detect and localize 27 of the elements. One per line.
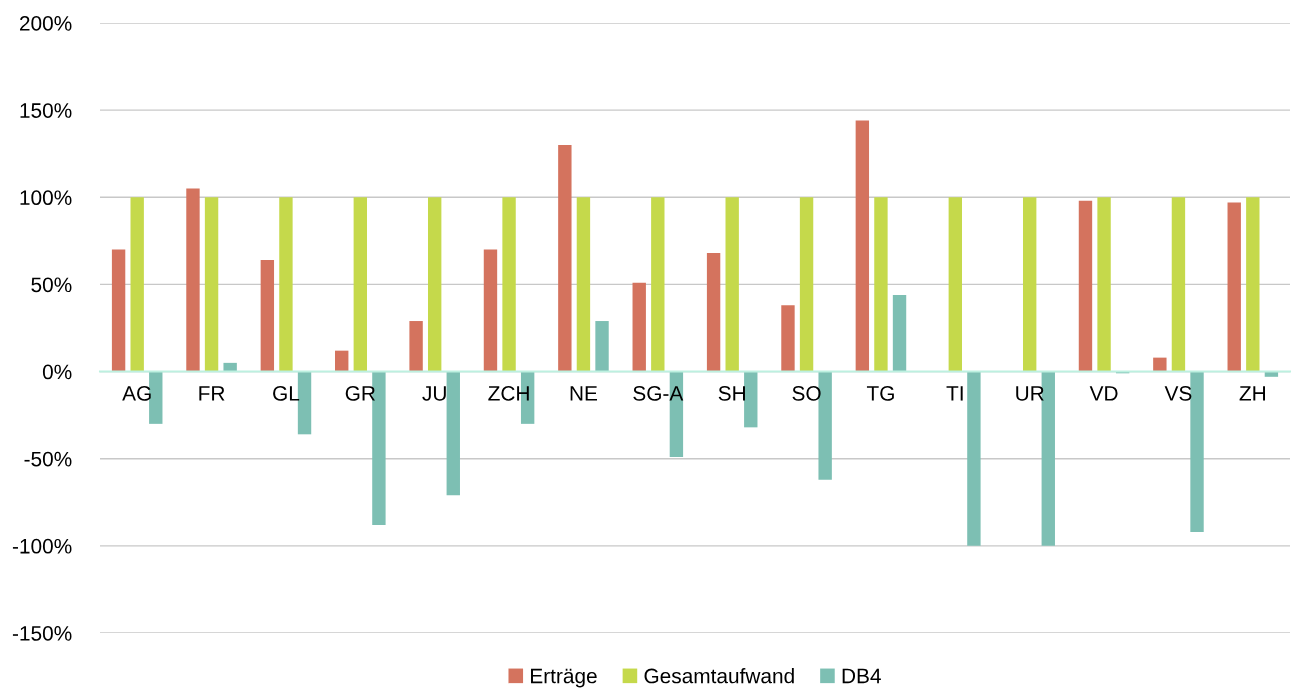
y-tick-label: 200% [19,16,72,31]
y-tick-label: -50% [24,451,72,467]
x-tick-label: GR [345,386,375,401]
x-tick-label: ZCH [488,386,529,401]
x-tick-label: TI [946,386,963,401]
x-tick-label: ZH [1239,386,1265,401]
x-tick-label: SH [718,386,745,401]
legend-label: Gesamtaufwand [644,668,794,684]
x-tick-label: UR [1016,386,1044,401]
legend-label: DB4 [842,668,881,684]
y-tick-label: -150% [12,626,72,641]
y-tick-label: 100% [20,190,72,206]
x-tick-label: SG-A [633,386,684,401]
x-tick-label: VS [1164,386,1192,401]
x-tick-label: TG [866,386,894,401]
y-tick-label: -100% [12,538,72,554]
x-tick-label: VD [1089,386,1118,401]
y-tick-label: 50% [31,277,72,293]
y-tick-label: 150% [20,103,72,118]
x-tick-label: FR [199,386,225,401]
x-tick-label: JU [422,386,446,401]
x-tick-label: GL [273,386,300,401]
y-tick-label: 0% [42,364,72,380]
x-tick-label: SO [792,386,821,401]
x-tick-label: AG [122,386,151,401]
x-tick-label: NE [570,386,598,401]
legend-label: Erträge [531,668,597,688]
